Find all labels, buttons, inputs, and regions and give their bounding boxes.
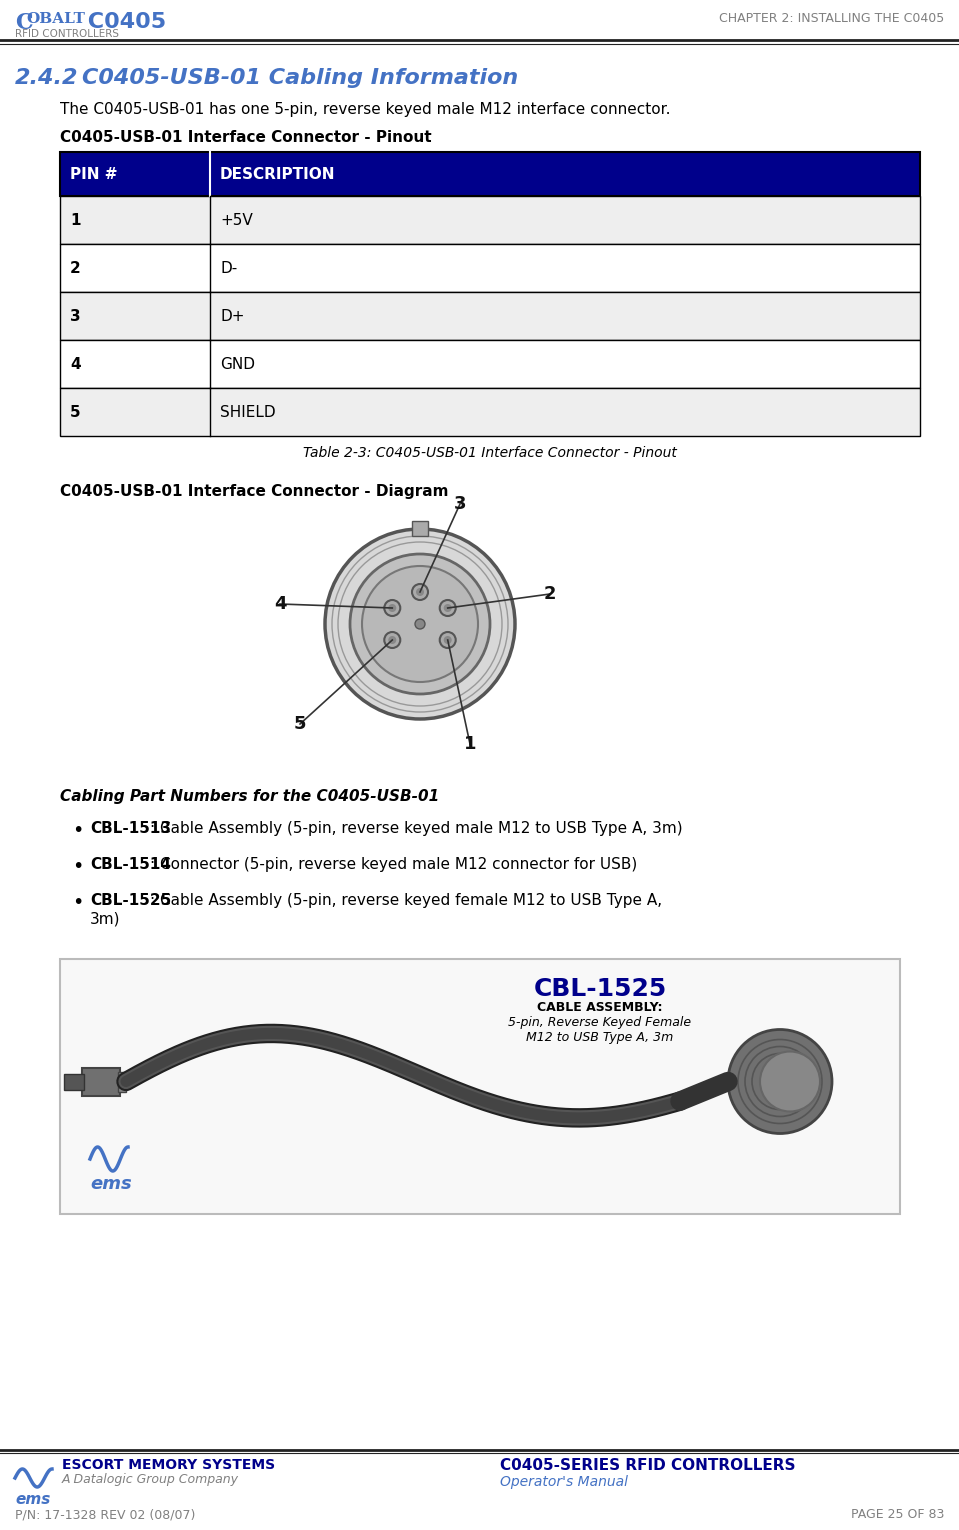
Text: 5: 5 (293, 715, 306, 733)
Text: 1: 1 (464, 734, 477, 753)
Text: Cabling Part Numbers for the C0405-USB-01: Cabling Part Numbers for the C0405-USB-0… (60, 789, 439, 803)
Text: CHAPTER 2: INSTALLING THE C0405: CHAPTER 2: INSTALLING THE C0405 (718, 12, 944, 24)
Text: C0405-SERIES RFID CONTROLLERS: C0405-SERIES RFID CONTROLLERS (500, 1458, 796, 1473)
Text: CBL-1525: CBL-1525 (533, 978, 667, 1001)
Text: ESCORT MEMORY SYSTEMS: ESCORT MEMORY SYSTEMS (62, 1458, 275, 1472)
Text: C0405-USB-01 Interface Connector - Diagram: C0405-USB-01 Interface Connector - Diagr… (60, 483, 449, 499)
Circle shape (362, 566, 478, 682)
Text: : Connector (5-pin, reverse keyed male M12 connector for USB): : Connector (5-pin, reverse keyed male M… (150, 857, 637, 872)
Text: M12 to USB Type A, 3m: M12 to USB Type A, 3m (526, 1031, 673, 1043)
Circle shape (385, 632, 400, 649)
Circle shape (444, 604, 452, 612)
Bar (60, 292, 920, 340)
Circle shape (388, 604, 396, 612)
Text: 5-pin, Reverse Keyed Female: 5-pin, Reverse Keyed Female (508, 1016, 691, 1030)
Bar (118, 1071, 126, 1091)
Text: PAGE 25 OF 83: PAGE 25 OF 83 (851, 1509, 944, 1521)
Bar (64, 1074, 84, 1089)
Text: 2: 2 (544, 584, 556, 603)
Bar (60, 196, 920, 243)
Text: 4: 4 (273, 595, 286, 614)
Circle shape (760, 1051, 820, 1111)
Bar (412, 522, 428, 536)
Circle shape (325, 529, 515, 719)
Text: CBL-1514: CBL-1514 (90, 857, 171, 872)
Bar (82, 1068, 120, 1095)
Circle shape (388, 636, 396, 644)
Text: C0405: C0405 (80, 12, 166, 32)
Text: •: • (72, 857, 83, 877)
Circle shape (385, 600, 400, 617)
Text: Table 2-3: C0405-USB-01 Interface Connector - Pinout: Table 2-3: C0405-USB-01 Interface Connec… (303, 447, 677, 461)
Text: SHIELD: SHIELD (220, 404, 275, 419)
Bar (60, 151, 920, 196)
Text: ems: ems (90, 1175, 131, 1193)
Text: P/N: 17-1328 REV 02 (08/07): P/N: 17-1328 REV 02 (08/07) (15, 1509, 196, 1521)
Circle shape (444, 636, 452, 644)
Text: GND: GND (220, 356, 255, 372)
Text: C0405-USB-01 Cabling Information: C0405-USB-01 Cabling Information (82, 67, 518, 89)
Bar (60, 243, 920, 292)
Text: 5: 5 (70, 404, 81, 419)
Circle shape (415, 620, 425, 629)
Circle shape (412, 584, 428, 600)
Text: D+: D+ (220, 309, 245, 323)
Bar (60, 959, 900, 1213)
Text: C: C (15, 12, 33, 34)
Bar (60, 389, 920, 436)
Text: D-: D- (220, 260, 237, 275)
Text: Operator's Manual: Operator's Manual (500, 1475, 628, 1489)
Text: +5V: +5V (220, 213, 253, 228)
Text: 3: 3 (70, 309, 81, 323)
Text: •: • (72, 822, 83, 840)
Circle shape (440, 632, 456, 649)
Text: OBALT: OBALT (26, 12, 85, 26)
Circle shape (350, 554, 490, 695)
Text: PIN #: PIN # (70, 167, 118, 182)
Text: 3m): 3m) (90, 910, 121, 926)
Text: : Cable Assembly (5-pin, reverse keyed female M12 to USB Type A,: : Cable Assembly (5-pin, reverse keyed f… (150, 894, 662, 907)
Circle shape (440, 600, 456, 617)
Text: ems: ems (15, 1492, 51, 1507)
Text: The C0405-USB-01 has one 5-pin, reverse keyed male M12 interface connector.: The C0405-USB-01 has one 5-pin, reverse … (60, 103, 670, 116)
Text: 2: 2 (70, 260, 81, 275)
Circle shape (416, 588, 424, 597)
Bar (60, 340, 920, 389)
Text: A Datalogic Group Company: A Datalogic Group Company (62, 1473, 239, 1486)
Text: RFID CONTROLLERS: RFID CONTROLLERS (15, 29, 119, 38)
Text: 4: 4 (70, 356, 81, 372)
Text: C0405-USB-01 Interface Connector - Pinout: C0405-USB-01 Interface Connector - Pinou… (60, 130, 432, 145)
Text: CABLE ASSEMBLY:: CABLE ASSEMBLY: (537, 1001, 663, 1014)
Text: CBL-1525: CBL-1525 (90, 894, 172, 907)
Text: 2.4.2: 2.4.2 (15, 67, 79, 89)
Text: •: • (72, 894, 83, 912)
Text: 3: 3 (454, 496, 466, 513)
Text: : Cable Assembly (5-pin, reverse keyed male M12 to USB Type A, 3m): : Cable Assembly (5-pin, reverse keyed m… (150, 822, 683, 835)
Text: CBL-1513: CBL-1513 (90, 822, 171, 835)
Text: DESCRIPTION: DESCRIPTION (220, 167, 336, 182)
Text: 1: 1 (70, 213, 81, 228)
Circle shape (728, 1030, 832, 1134)
